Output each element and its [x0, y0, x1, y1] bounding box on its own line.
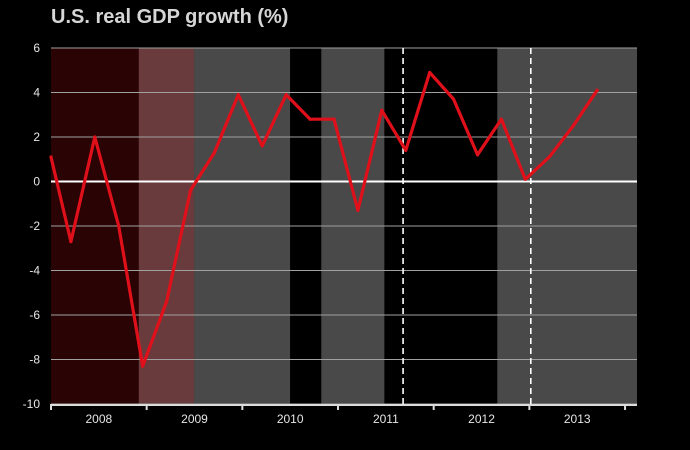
x-tick-label-2008: 2008	[85, 412, 112, 426]
data-point	[212, 150, 217, 155]
data-point	[547, 155, 551, 159]
chart-title: U.S. real GDP growth (%)	[51, 6, 289, 28]
data-point	[236, 93, 240, 97]
data-point	[523, 177, 527, 181]
data-point	[93, 135, 97, 139]
data-point	[117, 224, 121, 228]
data-point	[260, 144, 264, 148]
y-tick-label: 2	[33, 130, 40, 144]
y-tick-label: 4	[33, 86, 40, 100]
x-tick-label-2013: 2013	[564, 412, 591, 426]
data-point	[595, 88, 599, 92]
data-point	[356, 208, 360, 213]
data-point	[188, 188, 193, 192]
data-point	[571, 124, 575, 128]
data-point	[451, 97, 456, 101]
dashed-vertical-markers	[402, 48, 532, 408]
data-point	[69, 239, 73, 244]
x-tick-label-2011: 2011	[373, 412, 399, 426]
y-tick-label: -4	[29, 264, 40, 278]
series-layer	[49, 70, 599, 368]
horizontal-gridlines	[51, 47, 637, 405]
x-axis: 2008 2009 2010 2011 2012 2013	[50, 404, 637, 426]
data-point	[475, 153, 480, 157]
y-tick-label: -6	[29, 308, 40, 322]
series-line-1	[49, 70, 599, 368]
data-point	[380, 108, 384, 112]
data-point	[49, 155, 53, 159]
y-tick-label: 0	[33, 175, 40, 189]
data-point	[141, 364, 145, 368]
y-tick-label: -8	[29, 353, 40, 367]
x-tick-label-2012: 2012	[468, 412, 495, 426]
y-tick-label: 6	[33, 41, 40, 55]
data-point	[332, 117, 336, 121]
data-point	[404, 148, 408, 152]
data-point	[284, 93, 288, 97]
data-point	[164, 300, 169, 304]
data-point	[428, 70, 432, 75]
y-axis: 6 4 2 0 -2 -4 -6 -8 -10	[23, 41, 41, 411]
y-tick-label: -2	[29, 219, 40, 233]
data-point	[499, 117, 504, 121]
x-tick-label-2010: 2010	[277, 412, 304, 426]
y-tick-label: -10	[23, 397, 41, 411]
data-point	[308, 117, 312, 121]
x-tick-label-2009: 2009	[181, 412, 208, 426]
